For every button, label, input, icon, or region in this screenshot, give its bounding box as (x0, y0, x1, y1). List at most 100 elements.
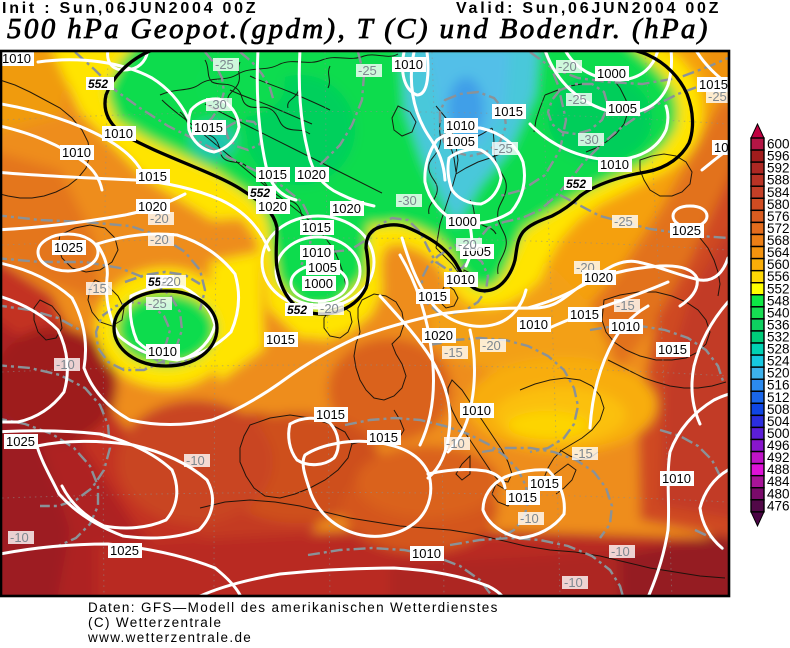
svg-text:1015: 1015 (508, 490, 537, 505)
svg-text:1010: 1010 (2, 51, 31, 66)
svg-text:1020: 1020 (584, 270, 613, 285)
svg-text:-20: -20 (150, 211, 169, 226)
svg-text:588: 588 (767, 173, 790, 188)
svg-text:-10: -10 (56, 357, 75, 372)
svg-text:-25: -25 (494, 141, 513, 156)
svg-text:1005: 1005 (308, 260, 337, 275)
svg-text:504: 504 (767, 414, 790, 429)
svg-text:1015: 1015 (194, 120, 223, 135)
svg-text:-20: -20 (162, 274, 181, 289)
svg-text:-30: -30 (398, 193, 417, 208)
svg-text:-10: -10 (564, 575, 583, 590)
svg-text:-10: -10 (186, 453, 205, 468)
svg-text:-30: -30 (208, 97, 227, 112)
svg-text:564: 564 (767, 245, 790, 260)
svg-text:1015: 1015 (714, 140, 743, 155)
svg-text:536: 536 (767, 317, 790, 332)
svg-text:1015: 1015 (530, 476, 559, 491)
svg-text:508: 508 (767, 402, 790, 417)
svg-text:596: 596 (767, 149, 790, 164)
svg-text:600: 600 (767, 137, 790, 152)
svg-text:1020: 1020 (424, 328, 453, 343)
svg-text:492: 492 (767, 450, 790, 465)
svg-text:1005: 1005 (608, 101, 637, 116)
svg-text:1015: 1015 (699, 77, 728, 92)
svg-text:552: 552 (250, 186, 270, 200)
svg-text:1015: 1015 (316, 407, 345, 422)
svg-text:1015: 1015 (570, 307, 599, 322)
svg-text:1010: 1010 (394, 57, 423, 72)
svg-text:532: 532 (767, 329, 790, 344)
svg-text:1010: 1010 (412, 546, 441, 561)
svg-text:-20: -20 (458, 237, 477, 252)
svg-text:568: 568 (767, 233, 790, 248)
svg-text:592: 592 (767, 161, 790, 176)
svg-text:1015: 1015 (369, 430, 398, 445)
svg-text:1010: 1010 (62, 145, 91, 160)
svg-text:1010: 1010 (462, 403, 491, 418)
svg-text:528: 528 (767, 342, 790, 357)
svg-text:1010: 1010 (600, 157, 629, 172)
svg-text:1010: 1010 (662, 471, 691, 486)
svg-text:1000: 1000 (304, 276, 333, 291)
svg-text:1005: 1005 (446, 134, 475, 149)
svg-text:572: 572 (767, 221, 790, 236)
svg-text:1000: 1000 (448, 214, 477, 229)
svg-text:496: 496 (767, 438, 790, 453)
svg-text:1010: 1010 (148, 344, 177, 359)
svg-text:1015: 1015 (258, 167, 287, 182)
svg-text:-25: -25 (148, 296, 167, 311)
svg-text:1025: 1025 (672, 223, 701, 238)
svg-text:552: 552 (566, 177, 586, 191)
svg-text:548: 548 (767, 293, 790, 308)
svg-text:-30: -30 (580, 132, 599, 147)
svg-text:552: 552 (287, 303, 307, 317)
svg-text:488: 488 (767, 462, 790, 477)
svg-text:-25: -25 (358, 63, 377, 78)
svg-text:1015: 1015 (418, 289, 447, 304)
svg-text:1015: 1015 (138, 169, 167, 184)
svg-text:-15: -15 (88, 281, 107, 296)
svg-text:1020: 1020 (297, 167, 326, 182)
svg-text:1010: 1010 (519, 317, 548, 332)
svg-text:1015: 1015 (266, 332, 295, 347)
svg-text:584: 584 (767, 185, 790, 200)
svg-text:1010: 1010 (104, 126, 133, 141)
svg-text:-10: -10 (611, 544, 630, 559)
svg-text:552: 552 (767, 281, 790, 296)
svg-text:1010: 1010 (302, 245, 331, 260)
svg-text:-10: -10 (520, 511, 539, 526)
svg-text:516: 516 (767, 378, 790, 393)
svg-text:-10: -10 (446, 436, 465, 451)
svg-text:552: 552 (88, 77, 108, 91)
svg-text:-15: -15 (444, 345, 463, 360)
svg-text:480: 480 (767, 486, 790, 501)
svg-text:1020: 1020 (332, 201, 361, 216)
svg-text:-20: -20 (150, 232, 169, 247)
svg-text:-20: -20 (320, 301, 339, 316)
svg-text:524: 524 (767, 354, 790, 369)
svg-text:1010: 1010 (611, 319, 640, 334)
svg-text:-20: -20 (558, 59, 577, 74)
svg-text:-25: -25 (614, 214, 633, 229)
svg-text:540: 540 (767, 305, 790, 320)
svg-text:1020: 1020 (258, 199, 287, 214)
svg-text:-15: -15 (574, 446, 593, 461)
svg-text:500: 500 (767, 426, 790, 441)
svg-text:484: 484 (767, 474, 790, 489)
svg-text:1000: 1000 (597, 66, 626, 81)
svg-text:1010: 1010 (446, 118, 475, 133)
svg-text:-25: -25 (215, 57, 234, 72)
svg-text:-10: -10 (10, 530, 29, 545)
svg-text:1025: 1025 (6, 434, 35, 449)
svg-text:1010: 1010 (446, 272, 475, 287)
svg-text:1025: 1025 (54, 240, 83, 255)
svg-text:-25: -25 (568, 92, 587, 107)
svg-text:-15: -15 (616, 298, 635, 313)
svg-text:512: 512 (767, 390, 790, 405)
svg-text:560: 560 (767, 257, 790, 272)
svg-text:580: 580 (767, 197, 790, 212)
svg-text:576: 576 (767, 209, 790, 224)
svg-text:1025: 1025 (110, 543, 139, 558)
svg-text:1015: 1015 (658, 342, 687, 357)
